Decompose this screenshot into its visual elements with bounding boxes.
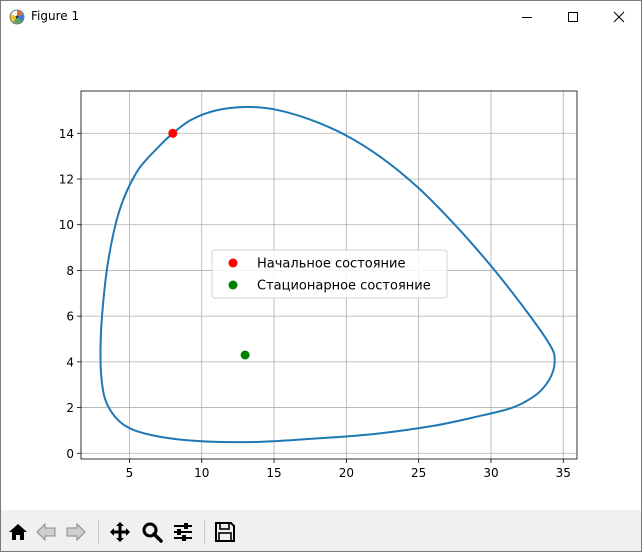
x-tick-label: 20 <box>339 466 354 480</box>
legend-marker <box>228 280 238 290</box>
home-icon <box>9 524 27 540</box>
steady-state-point <box>240 350 250 360</box>
maximize-button[interactable] <box>550 1 596 32</box>
forward-button[interactable] <box>63 518 89 546</box>
legend-box <box>211 249 448 299</box>
zoom-button[interactable] <box>139 518 165 546</box>
legend-marker <box>228 258 238 268</box>
home-button[interactable] <box>5 518 31 546</box>
tick-layer: 5 10 15 20 25 30 35 0 2 4 6 8 10 12 14 <box>59 127 571 480</box>
matplotlib-icon <box>9 9 25 25</box>
y-tick-label: 14 <box>59 127 74 141</box>
back-button[interactable] <box>33 518 59 546</box>
configure-subplots-button[interactable] <box>170 518 196 546</box>
plot-canvas[interactable]: 5 10 15 20 25 30 35 0 2 4 6 8 10 12 14 Начальное состо… <box>1 32 641 510</box>
x-tick-label: 25 <box>411 466 426 480</box>
close-button[interactable] <box>596 1 641 32</box>
x-tick-label: 30 <box>483 466 498 480</box>
y-tick-label: 0 <box>66 447 74 461</box>
window-title: Figure 1 <box>31 9 80 23</box>
axes-frame <box>80 90 578 460</box>
zoom-icon <box>142 522 163 543</box>
figure-canvas[interactable]: 5 10 15 20 25 30 35 0 2 4 6 8 10 12 14 Начальное состо… <box>1 32 641 510</box>
x-tick-label: 5 <box>126 466 134 480</box>
maximize-icon <box>568 11 578 22</box>
back-arrow-icon <box>36 522 56 542</box>
axes-border <box>80 90 578 460</box>
toolbar-separator <box>204 520 205 544</box>
initial-state-point <box>168 128 178 138</box>
minimize-icon <box>522 16 532 18</box>
toolbar-separator <box>98 520 99 544</box>
pan-button[interactable] <box>107 518 133 546</box>
minimize-button[interactable] <box>504 1 550 32</box>
orbit-line <box>99 105 556 444</box>
y-tick-label: 12 <box>59 173 74 187</box>
series-layer <box>99 105 556 444</box>
title-bar[interactable]: Figure 1 <box>1 1 641 32</box>
save-button[interactable] <box>212 518 238 546</box>
legend: Начальное состояние Стационарное состояни… <box>211 249 448 299</box>
x-tick-label: 35 <box>556 466 571 480</box>
x-tick-label: 10 <box>194 466 209 480</box>
floppy-icon <box>215 522 235 542</box>
move-icon <box>110 522 130 542</box>
close-icon <box>613 11 625 22</box>
x-tick-label: 15 <box>266 466 281 480</box>
y-tick-label: 4 <box>66 355 74 369</box>
legend-label: Начальное состояние <box>257 257 405 272</box>
navigation-toolbar <box>1 510 641 551</box>
y-tick-label: 2 <box>66 401 74 415</box>
sliders-icon <box>174 523 192 541</box>
forward-arrow-icon <box>66 522 86 542</box>
legend-label: Стационарное состояние <box>257 279 431 294</box>
y-tick-label: 6 <box>66 310 74 324</box>
y-tick-label: 10 <box>59 218 74 232</box>
y-tick-label: 8 <box>66 264 74 278</box>
